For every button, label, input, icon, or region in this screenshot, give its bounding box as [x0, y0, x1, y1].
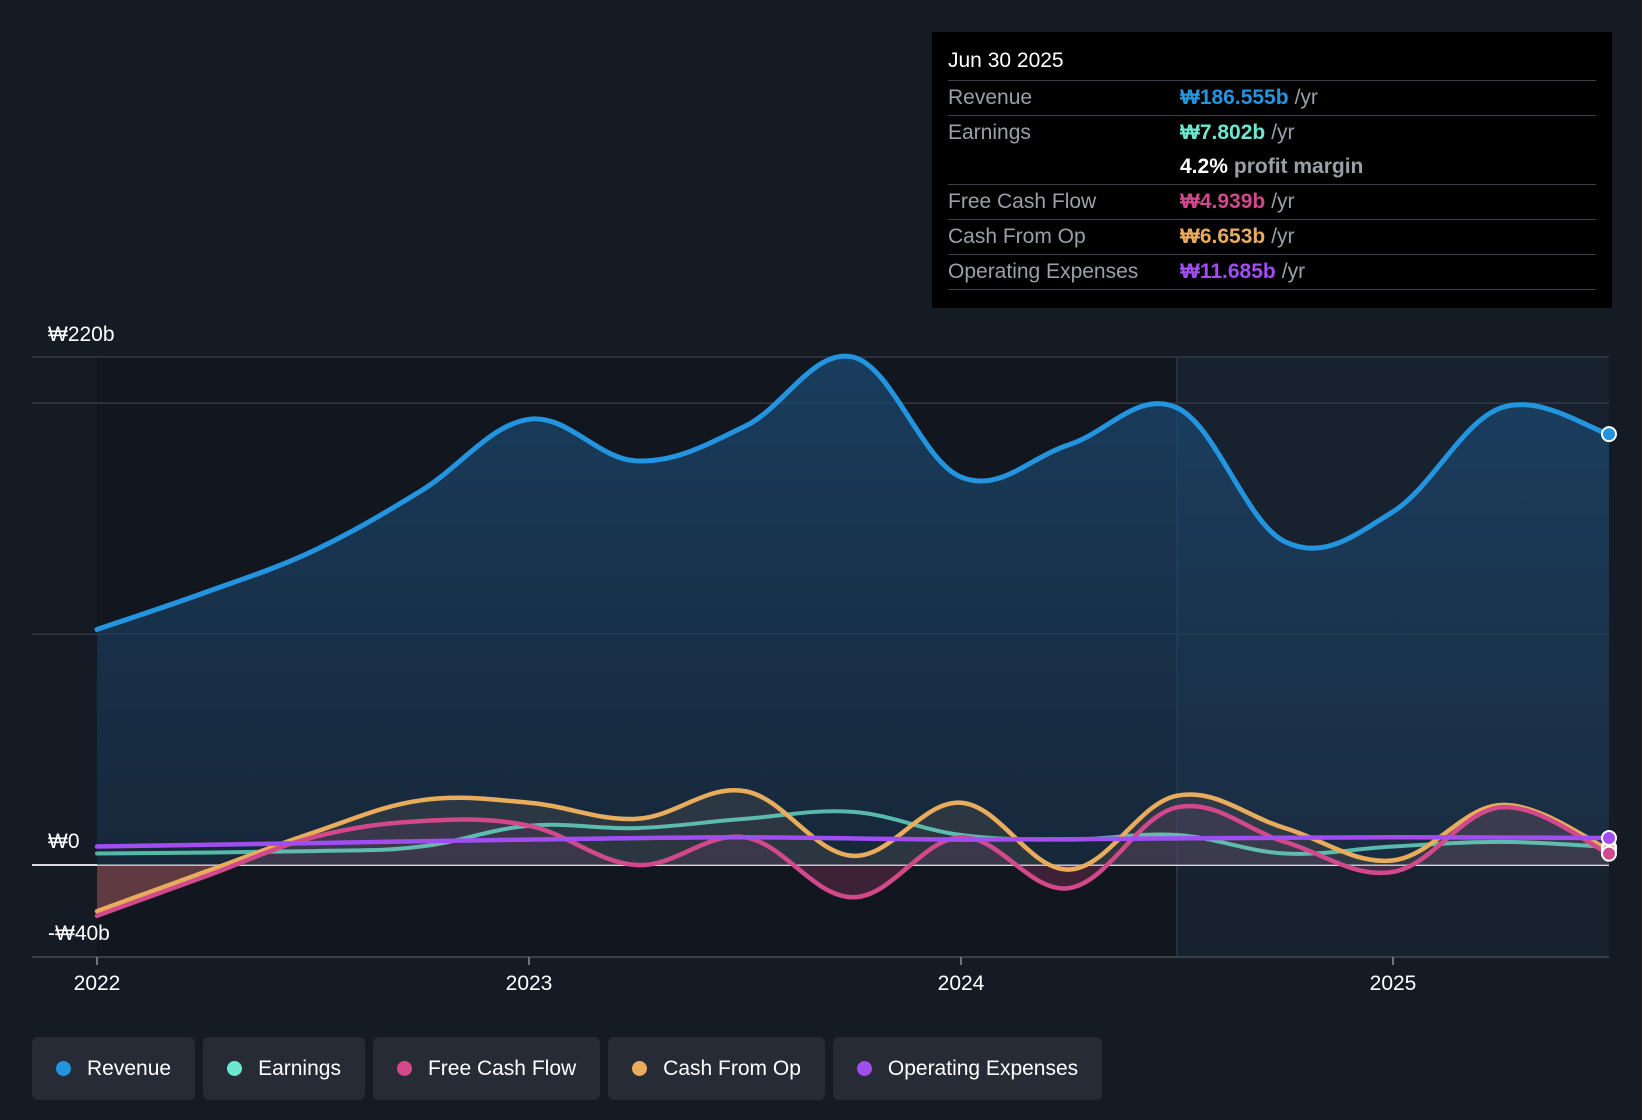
- legend-label: Earnings: [258, 1056, 341, 1080]
- tooltip-value: ₩186.555b: [1180, 86, 1289, 109]
- tooltip-label: Revenue: [948, 86, 1033, 109]
- y-label-bottom: -₩40b: [48, 922, 110, 945]
- revenue-dot-icon: [56, 1061, 71, 1076]
- tooltip-value: ₩11.685b: [1180, 260, 1276, 283]
- tooltip-row-fcf: Free Cash Flow ₩4.939b /yr: [948, 185, 1596, 220]
- legend-item-free-cash-flow[interactable]: Free Cash Flow: [372, 1037, 601, 1100]
- legend-label: Cash From Op: [663, 1056, 801, 1080]
- operating-expenses-dot-icon: [856, 1061, 872, 1076]
- legend-item-cash-from-op[interactable]: Cash From Op: [608, 1037, 825, 1100]
- fcf-end-point: [1601, 845, 1617, 862]
- tooltip-label: Earnings: [948, 121, 1031, 144]
- legend-label: Free Cash Flow: [427, 1056, 577, 1080]
- tooltip-row-earnings: Earnings ₩7.802b /yr: [948, 116, 1596, 150]
- tooltip-margin-pct: 4.2%: [1180, 155, 1228, 178]
- opex-line: [94, 835, 1612, 849]
- y-label-top: ₩220b: [48, 323, 115, 346]
- legend-item-operating-expenses[interactable]: Operating Expenses: [832, 1037, 1103, 1100]
- x-tick-label: 2023: [506, 972, 553, 995]
- x-tick-label: 2024: [938, 972, 985, 995]
- tooltip-unit: /yr: [1294, 86, 1318, 109]
- cash-from-op-dot-icon: [632, 1061, 648, 1076]
- revenue-line: [94, 353, 1612, 632]
- revenue-area: [97, 356, 1609, 865]
- chart: 2022 2023 2024 2025 ₩220b ₩0 -₩40b: [32, 323, 1617, 995]
- tooltip-row-margin: 4.2% profit margin: [948, 150, 1596, 185]
- legend-item-revenue[interactable]: Revenue: [32, 1037, 196, 1100]
- y-label-zero: ₩0: [48, 830, 80, 853]
- legend-item-earnings[interactable]: Earnings: [203, 1037, 365, 1100]
- tooltip-margin-text: profit margin: [1233, 155, 1364, 178]
- cfo-line: [94, 787, 1612, 914]
- earnings-dot-icon: [227, 1061, 243, 1076]
- earnings-line: [95, 809, 1611, 856]
- tooltip-row-revenue: Revenue ₩186.555b /yr: [948, 81, 1596, 116]
- fcf-line: [94, 803, 1612, 919]
- tooltip-row-cfo: Cash From Op ₩6.653b /yr: [948, 220, 1596, 255]
- legend-label: Operating Expenses: [887, 1056, 1079, 1080]
- tooltip-unit: /yr: [1271, 190, 1295, 213]
- tooltip-unit: /yr: [1281, 260, 1306, 283]
- tooltip-unit: /yr: [1271, 121, 1295, 144]
- legend-label: Revenue: [87, 1056, 172, 1080]
- x-tick-label: 2025: [1370, 972, 1417, 995]
- x-tick-label: 2022: [74, 972, 121, 995]
- tooltip-row-opex: Operating Expenses ₩11.685b /yr: [948, 255, 1596, 290]
- opex-end-point: [1601, 829, 1617, 846]
- free-cash-flow-dot-icon: [396, 1061, 412, 1076]
- tooltip-value: ₩7.802b: [1180, 121, 1266, 144]
- tooltip-value: ₩4.939b: [1180, 190, 1266, 213]
- tooltip-panel: Jun 30 2025 Revenue ₩186.555b /yr Earnin…: [932, 32, 1612, 308]
- legend: Revenue Earnings Free Cash Flow Cash Fro…: [32, 1037, 1103, 1100]
- tooltip-date: Jun 30 2025: [948, 46, 1596, 81]
- tooltip-label: Cash From Op: [948, 225, 1086, 248]
- tooltip-label: Operating Expenses: [948, 260, 1139, 283]
- tooltip-label: Free Cash Flow: [948, 190, 1097, 213]
- tooltip-value: ₩6.653b: [1180, 225, 1266, 248]
- revenue-end-point: [1601, 426, 1617, 443]
- tooltip-unit: /yr: [1271, 225, 1295, 248]
